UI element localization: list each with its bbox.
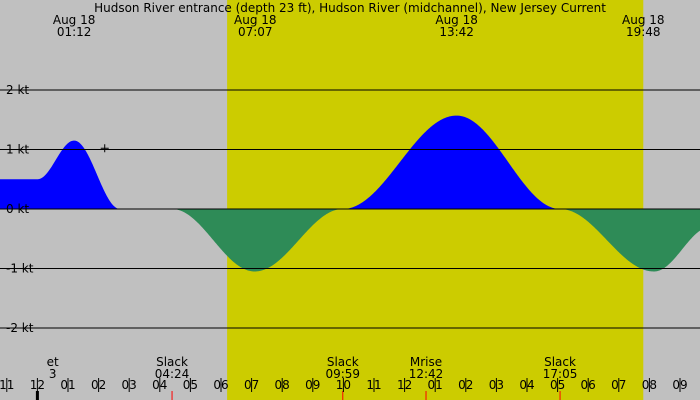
y-tick-label: 0 kt bbox=[6, 202, 29, 216]
hour-tick-label: 02 bbox=[458, 378, 473, 392]
event-name-label: Slack bbox=[544, 355, 576, 369]
hour-tick-label: 03 bbox=[122, 378, 137, 392]
midnight-marker bbox=[35, 391, 39, 400]
ebb-current-area bbox=[0, 209, 700, 272]
hour-tick-label: 08 bbox=[275, 378, 290, 392]
hour-tick-label: 07 bbox=[244, 378, 259, 392]
hour-tick-label: 01 bbox=[428, 378, 443, 392]
hour-tick-label: 12 bbox=[30, 378, 45, 392]
y-tick-label: 1 kt bbox=[6, 143, 29, 157]
event-time-label: 3 bbox=[49, 367, 57, 381]
hour-tick-label: 01 bbox=[60, 378, 75, 392]
top-date-label: Aug 18 bbox=[234, 13, 277, 27]
hour-tick-label: 12 bbox=[397, 378, 412, 392]
event-time-label: 17:05 bbox=[543, 367, 578, 381]
max-marker bbox=[100, 144, 109, 153]
hour-tick-label: 06 bbox=[213, 378, 228, 392]
event-time-label: 09:59 bbox=[325, 367, 360, 381]
chart-title: Hudson River entrance (depth 23 ft), Hud… bbox=[94, 1, 606, 15]
event-name-label: Slack bbox=[327, 355, 359, 369]
top-time-label: 13:42 bbox=[439, 25, 474, 39]
event-name-label: Slack bbox=[156, 355, 188, 369]
top-date-label: Aug 18 bbox=[622, 13, 665, 27]
top-time-label: 01:12 bbox=[57, 25, 92, 39]
hour-tick-label: 11 bbox=[366, 378, 381, 392]
hour-tick-label: 03 bbox=[489, 378, 504, 392]
flood-current-area bbox=[0, 115, 700, 209]
hour-tick-label: 10 bbox=[336, 378, 351, 392]
event-time-label: 12:42 bbox=[409, 367, 444, 381]
hour-tick-label: 05 bbox=[550, 378, 565, 392]
hour-tick-label: 04 bbox=[519, 378, 534, 392]
y-tick-label: -1 kt bbox=[6, 262, 34, 276]
hour-tick-label: 06 bbox=[581, 378, 596, 392]
hour-tick-label: 05 bbox=[183, 378, 198, 392]
top-time-label: 19:48 bbox=[626, 25, 661, 39]
hour-tick-label: 11 bbox=[0, 378, 14, 392]
event-time-label: 04:24 bbox=[155, 367, 190, 381]
top-date-label: Aug 18 bbox=[435, 13, 478, 27]
hour-tick-label: 04 bbox=[152, 378, 167, 392]
hour-tick-label: 07 bbox=[611, 378, 626, 392]
hour-tick-label: 09 bbox=[672, 378, 687, 392]
hour-tick-label: 08 bbox=[642, 378, 657, 392]
top-date-label: Aug 18 bbox=[53, 13, 96, 27]
y-tick-label: 2 kt bbox=[6, 83, 29, 97]
top-time-label: 07:07 bbox=[238, 25, 273, 39]
event-name-label: et bbox=[47, 355, 59, 369]
hour-tick-label: 09 bbox=[305, 378, 320, 392]
event-name-label: Mrise bbox=[410, 355, 442, 369]
y-tick-label: -2 kt bbox=[6, 321, 34, 335]
hour-tick-label: 02 bbox=[91, 378, 106, 392]
